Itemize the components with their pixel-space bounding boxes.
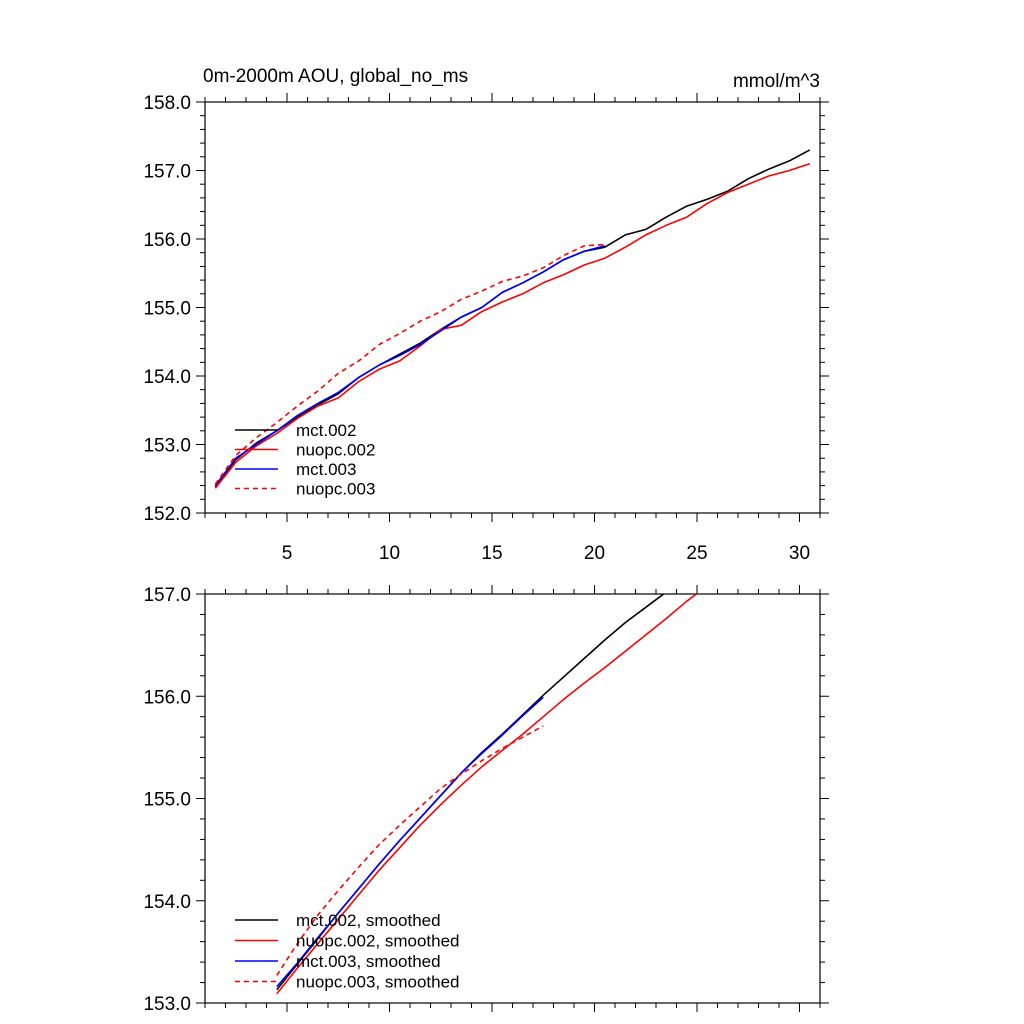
legend-label-2: nuopc.002 [296, 441, 375, 460]
y-tick-label: 155.0 [143, 299, 191, 320]
x-tick-label: 20 [584, 543, 605, 564]
y-tick-label: 154.0 [143, 367, 191, 388]
series-line-2 [214, 162, 811, 489]
y-tick-label: 153.0 [143, 994, 191, 1015]
series-line-3 [276, 696, 544, 988]
y-tick-label: 152.0 [143, 504, 191, 525]
x-tick-label: 15 [481, 543, 502, 564]
bottom-panel: 153.0 154.0 155.0 156.0 157.0 mct.002, smooth… [143, 585, 829, 1015]
chart-title: 0m-2000m AOU, global_no_ms [203, 66, 468, 87]
legend-label-1: mct.002 [296, 421, 356, 440]
legend-label-4: nuopc.003, smoothed [296, 973, 460, 992]
series-line-4 [214, 243, 605, 485]
y-tick-label: 157.0 [143, 585, 191, 606]
x-tick-label: 30 [789, 543, 810, 564]
y-tick-label: 155.0 [143, 790, 191, 811]
units-label: mmol/m^3 [733, 71, 820, 92]
legend-label-3: mct.003, smoothed [296, 952, 441, 971]
legend-label-1: mct.002, smoothed [296, 911, 441, 930]
y-tick-label: 156.0 [143, 230, 191, 251]
y-tick-label: 156.0 [143, 687, 191, 708]
y-tick-label: 153.0 [143, 436, 191, 457]
legend-label-3: mct.003 [296, 460, 356, 479]
legend-label-4: nuopc.003 [296, 480, 375, 499]
x-tick-label: 10 [379, 543, 400, 564]
y-tick-label: 158.0 [143, 93, 191, 114]
series-line-3 [214, 245, 606, 487]
series-line-4 [276, 725, 544, 976]
y-tick-label: 154.0 [143, 892, 191, 913]
y-tick-label: 157.0 [143, 162, 191, 183]
x-tick-label: 25 [686, 543, 707, 564]
top-panel: 152.0 153.0 154.0 155.0 156.0 157.0 158.0 5 10 15… [143, 93, 829, 564]
legend-label-2: nuopc.002, smoothed [296, 932, 460, 951]
x-tick-label: 5 [282, 543, 293, 564]
